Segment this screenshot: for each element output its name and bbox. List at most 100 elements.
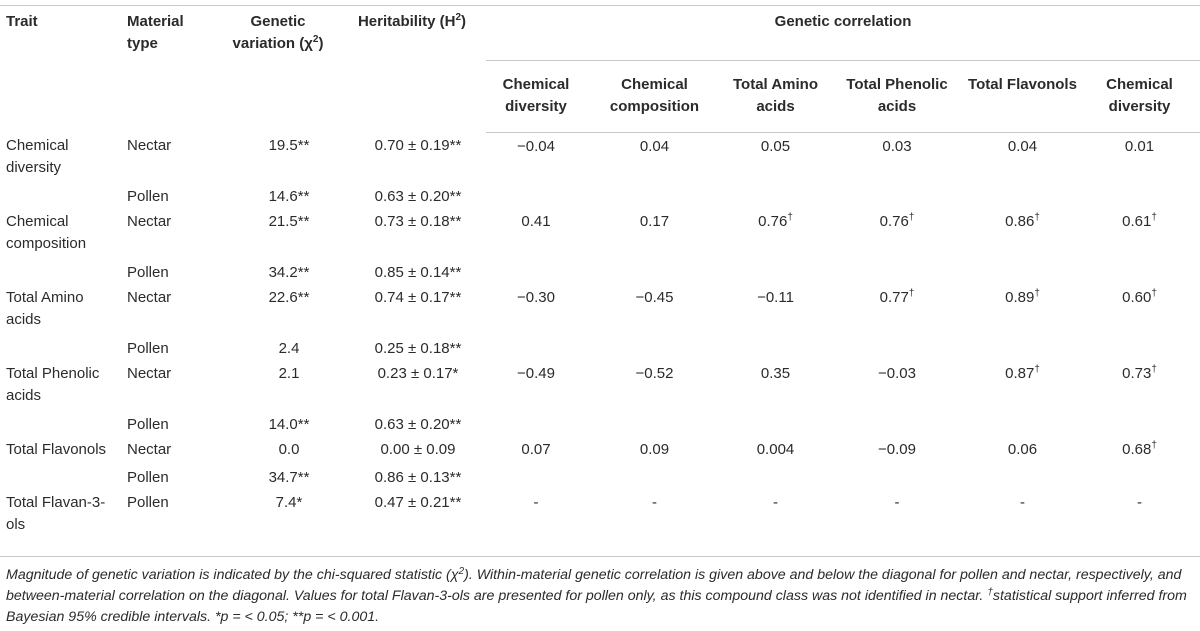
trait-cell: Chemical composition	[6, 213, 87, 252]
heritability-cell: 0.25 ± 0.18**	[374, 340, 462, 357]
table-row: Chemical composition Nectar 21.5** 0.73 ± 0…	[0, 208, 1200, 259]
correlation-cell	[486, 335, 586, 360]
trait-cell	[0, 183, 121, 208]
correlation-cell: 0.01	[1079, 132, 1200, 183]
variation-cell: 2.1	[278, 365, 300, 382]
table-row: Pollen 2.4 0.25 ± 0.18**	[0, 335, 1200, 360]
material-cell: Pollen	[127, 494, 169, 511]
correlation-cell: -	[486, 489, 586, 540]
correlation-value: 0.86	[1005, 213, 1035, 230]
correlation-cell: −0.45	[586, 284, 723, 335]
correlation-value: −0.49	[517, 365, 555, 382]
material-cell: Pollen	[127, 188, 169, 205]
correlation-cell	[1079, 411, 1200, 436]
correlation-cell	[586, 259, 723, 284]
correlation-cell	[828, 259, 966, 284]
header-material-type: Material type	[127, 13, 184, 52]
correlation-cell: 0.17	[586, 208, 723, 259]
correlation-cell: -	[828, 489, 966, 540]
correlation-cell	[828, 335, 966, 360]
correlation-cell: -	[586, 489, 723, 540]
variation-cell: 2.4	[278, 340, 300, 357]
correlation-value: −0.11	[757, 289, 794, 306]
correlation-cell: −0.52	[586, 360, 723, 411]
heritability-cell: 0.63 ± 0.20**	[374, 416, 462, 433]
trait-cell	[0, 464, 121, 489]
heritability-cell: 0.00 ± 0.09	[380, 441, 456, 458]
heritability-cell: 0.23 ± 0.17*	[377, 365, 459, 382]
dagger-mark: †	[908, 288, 915, 299]
correlation-value: 0.07	[521, 441, 551, 458]
correlation-value: -	[1020, 494, 1025, 511]
variation-cell: 19.5**	[268, 137, 310, 154]
trait-cell	[0, 335, 121, 360]
correlation-cell	[1079, 335, 1200, 360]
correlation-value: −0.52	[635, 365, 674, 382]
table-row: Total Amino acids Nectar 22.6** 0.74 ± 0.17…	[0, 284, 1200, 335]
variation-cell: 21.5**	[268, 213, 310, 230]
correlation-cell: 0.07	[486, 436, 586, 464]
genetic-correlation-table: Trait Material type Genetic variation (χ…	[0, 12, 1200, 540]
header-heritability: Heritability (H2)	[357, 12, 467, 30]
trait-cell	[0, 411, 121, 436]
corr-header-chemical-diversity: Chemical diversity	[486, 59, 586, 133]
correlation-cell: −0.09	[828, 436, 966, 464]
correlation-cell: -	[723, 489, 828, 540]
correlation-cell	[828, 183, 966, 208]
correlation-cell: 0.68†	[1079, 436, 1200, 464]
header-genetic-variation: Genetic variation (χ2)	[232, 13, 324, 52]
correlation-cell: 0.004	[723, 436, 828, 464]
heritability-cell: 0.70 ± 0.19**	[374, 137, 462, 154]
correlation-value: 0.06	[1007, 441, 1038, 458]
material-cell: Pollen	[127, 469, 169, 486]
correlation-value: −0.45	[635, 289, 674, 306]
material-cell: Nectar	[127, 137, 172, 154]
correlation-cell	[586, 411, 723, 436]
dagger-mark: †	[787, 212, 793, 223]
bottom-rule	[0, 556, 1200, 557]
correlation-value: 0.77	[879, 289, 909, 306]
correlation-cell: 0.87†	[966, 360, 1079, 411]
correlation-cell	[966, 335, 1079, 360]
correlation-value: 0.76	[879, 213, 909, 230]
correlation-value: 0.05	[760, 137, 791, 155]
correlation-cell: 0.35	[723, 360, 828, 411]
correlation-cell	[723, 183, 828, 208]
heritability-cell: 0.85 ± 0.14**	[374, 264, 462, 281]
table-footnote: Magnitude of genetic variation is indica…	[6, 566, 1187, 625]
correlation-value: 0.04	[639, 137, 670, 155]
variation-cell: 14.6**	[268, 188, 310, 205]
heritability-cell: 0.73 ± 0.18**	[374, 213, 462, 230]
correlation-value: 0.41	[521, 213, 551, 230]
correlation-value: −0.03	[878, 365, 916, 382]
correlation-value: 0.04	[1007, 137, 1038, 155]
correlation-cell: 0.04	[966, 132, 1079, 183]
correlation-value: 0.60	[1122, 289, 1152, 306]
material-cell: Nectar	[127, 365, 172, 382]
correlation-cell	[966, 183, 1079, 208]
dagger-mark: †	[1034, 364, 1040, 375]
material-cell: Nectar	[127, 213, 172, 230]
correlation-value: 0.89	[1005, 289, 1035, 306]
material-cell: Nectar	[127, 441, 172, 458]
trait-cell: Total Flavan-3-ols	[6, 494, 106, 533]
correlation-value: 0.87	[1005, 365, 1035, 382]
correlation-cell: 0.09	[586, 436, 723, 464]
correlation-cell	[723, 335, 828, 360]
material-cell: Nectar	[127, 289, 172, 306]
correlation-cell	[486, 183, 586, 208]
correlation-cell	[1079, 183, 1200, 208]
correlation-cell	[723, 411, 828, 436]
correlation-value: 0.03	[882, 137, 912, 155]
correlation-cell	[966, 411, 1079, 436]
correlation-cell	[1079, 259, 1200, 284]
correlation-value: −0.09	[878, 441, 916, 458]
dagger-mark: †	[1151, 364, 1157, 375]
correlation-cell	[966, 464, 1079, 489]
correlation-cell: 0.04	[586, 132, 723, 183]
corr-header-total-flavonols: Total Flavonols	[966, 59, 1079, 133]
correlation-cell: 0.05	[723, 132, 828, 183]
variation-cell: 22.6**	[268, 289, 310, 306]
dagger-mark: †	[1034, 288, 1040, 299]
